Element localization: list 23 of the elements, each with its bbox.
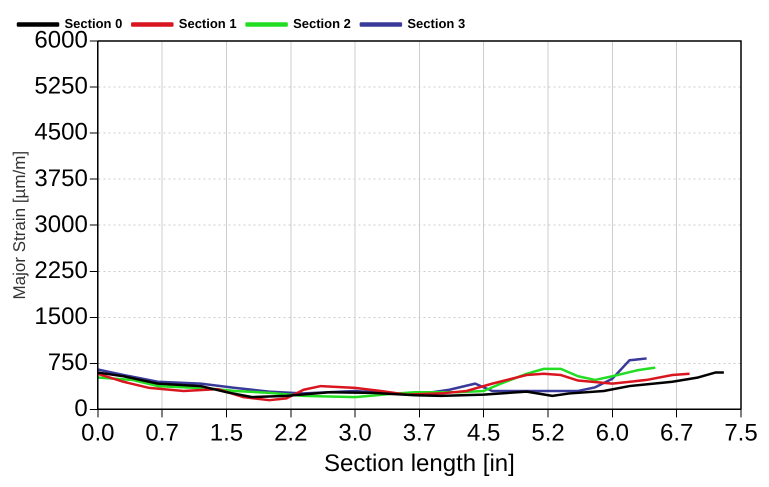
y-tick-label: 2250 bbox=[34, 256, 88, 284]
y-axis-title: Major Strain [µm/m] bbox=[10, 150, 29, 300]
x-tick-label: 6.7 bbox=[660, 419, 694, 446]
x-tick-label: 1.5 bbox=[210, 419, 244, 446]
x-tick-label: 0.7 bbox=[145, 419, 179, 446]
y-tick-label: 750 bbox=[48, 348, 88, 376]
y-tick-label: 3000 bbox=[34, 210, 88, 238]
x-tick-label: 7.5 bbox=[724, 419, 758, 446]
x-tick-label: 4.5 bbox=[467, 419, 500, 446]
legend-label: Section 3 bbox=[407, 16, 466, 32]
x-tick-label: 5.2 bbox=[531, 419, 565, 446]
y-tick-label: 3750 bbox=[34, 164, 88, 192]
legend-label: Section 2 bbox=[293, 16, 351, 32]
x-tick-label: 3.7 bbox=[402, 419, 436, 446]
x-tick-label: 6.0 bbox=[596, 419, 630, 446]
legend-label: Section 0 bbox=[64, 16, 122, 32]
y-tick-label: 1500 bbox=[34, 302, 88, 330]
y-tick-label: 5250 bbox=[34, 72, 88, 100]
x-axis-title: Section length [in] bbox=[324, 450, 515, 478]
y-tick-label: 4500 bbox=[34, 118, 88, 146]
x-tick-label: 3.0 bbox=[338, 419, 372, 446]
x-tick-label: 2.2 bbox=[274, 419, 308, 446]
legend-label: Section 1 bbox=[178, 16, 237, 32]
